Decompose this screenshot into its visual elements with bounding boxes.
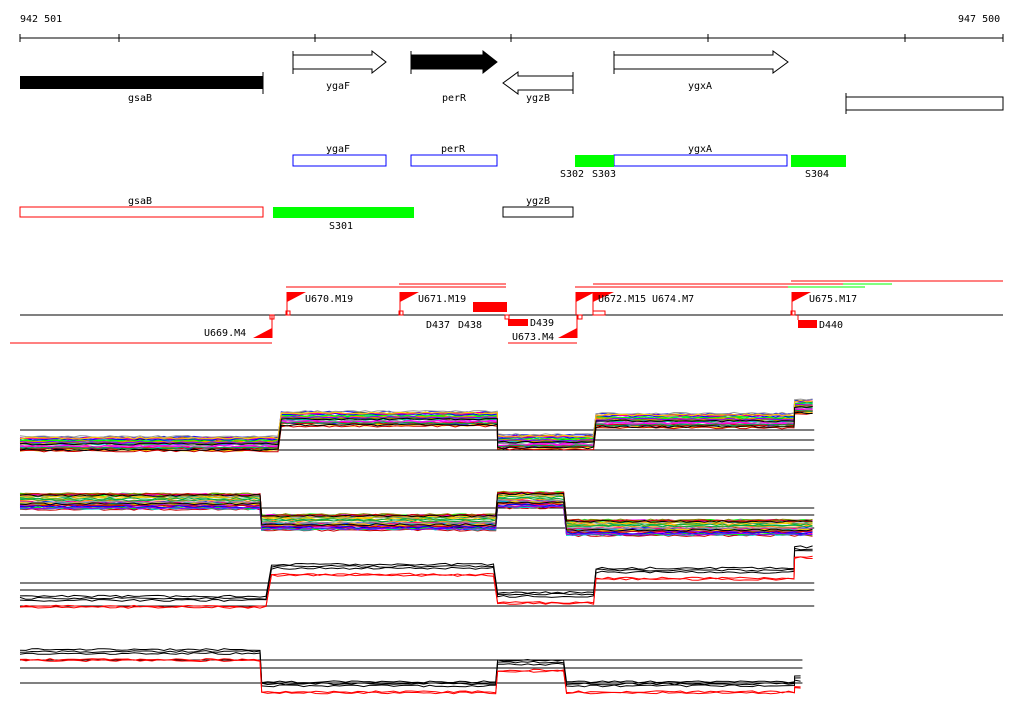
segment-label: S301	[329, 221, 353, 232]
annotation-plus-ygaF[interactable]: ygaF	[292, 144, 387, 167]
expression-trace	[19, 503, 813, 535]
tss-label: U673.M4	[512, 332, 554, 343]
annotation-label: perR	[441, 144, 466, 155]
profile-minus-strand-selected	[19, 648, 803, 695]
expression-trace	[19, 505, 813, 536]
terminator-D437-D438[interactable]: D437 D438	[426, 302, 507, 331]
tss-label: U674.M7	[652, 294, 694, 305]
annotation-plus-perR[interactable]: perR	[410, 144, 498, 167]
tss-U671[interactable]: U671.M19	[398, 292, 466, 316]
ruler-end-label: 947 500	[958, 14, 1000, 25]
profile-minus-strand-all	[19, 490, 815, 538]
gene-ygaF[interactable]: ygaF	[292, 49, 387, 92]
ruler	[19, 34, 1004, 42]
expression-trace	[19, 650, 801, 686]
expression-trace	[19, 401, 813, 442]
annotation-label: gsaB	[128, 196, 152, 207]
expression-trace	[19, 547, 813, 600]
annotation-label: ygzB	[526, 196, 550, 207]
expression-trace	[19, 497, 813, 528]
terminator-label: D440	[819, 320, 843, 331]
tss-U670[interactable]: U670.M19	[285, 292, 353, 316]
expression-trace	[19, 545, 813, 598]
profile-plus-strand-all	[19, 398, 815, 453]
tss-label: U675.M17	[809, 294, 857, 305]
expression-profiles	[19, 398, 815, 695]
expression-trace	[19, 502, 813, 534]
expression-trace	[19, 549, 813, 602]
tss-label: U670.M19	[305, 294, 353, 305]
expression-trace	[19, 406, 813, 446]
expression-trace	[19, 398, 813, 439]
tss-U673[interactable]: U673.M4	[512, 314, 583, 343]
expression-trace	[19, 659, 801, 695]
gene-label: perR	[442, 93, 467, 104]
annotation-label: ygxA	[688, 144, 712, 155]
expression-trace	[19, 658, 801, 694]
expression-trace	[19, 411, 813, 452]
segment-label: S303	[592, 169, 616, 180]
ruler-start-label: 942 501	[20, 14, 62, 25]
tss-label: U672.M15	[598, 294, 646, 305]
expression-trace	[19, 555, 813, 608]
gene-ygxA[interactable]: ygxA	[613, 50, 789, 92]
expression-trace	[19, 499, 813, 530]
gene-label: ygaF	[326, 81, 350, 92]
annotation-minus-gsaB[interactable]: gsaB	[19, 196, 264, 218]
expression-trace	[19, 501, 813, 532]
gene-ygzB[interactable]: ygzB	[502, 71, 574, 104]
tss-label: U669.M4	[204, 328, 246, 339]
annotation-plus-ygxA[interactable]: ygxA	[613, 144, 788, 167]
annotation-minus-ygzB[interactable]: ygzB	[502, 196, 574, 218]
terminator-D439[interactable]: D439	[504, 314, 554, 329]
segment-S302[interactable]: S302	[560, 155, 614, 180]
terminator-D440[interactable]: D440	[797, 315, 843, 331]
gene-label: ygxA	[688, 81, 712, 92]
segment-label: S304	[805, 169, 829, 180]
gene-label: gsaB	[128, 93, 152, 104]
tss-U669[interactable]: U669.M4	[204, 314, 275, 339]
terminator-label: D437	[426, 320, 450, 331]
tss-track	[10, 280, 1003, 344]
segment-S304[interactable]: S304	[791, 155, 846, 180]
expression-trace	[19, 409, 813, 450]
tss-U675[interactable]: U675.M17	[790, 292, 857, 316]
expression-trace	[19, 556, 813, 609]
expression-trace	[19, 399, 813, 440]
terminator-label: D439	[530, 318, 554, 329]
segment-S301[interactable]: S301	[273, 207, 414, 232]
profile-plus-strand-selected	[19, 545, 815, 609]
expression-trace	[19, 408, 813, 448]
annotation-label: ygaF	[326, 144, 350, 155]
expression-trace	[19, 403, 813, 444]
segment-S303[interactable]: S303	[592, 169, 616, 180]
gene-label: ygzB	[526, 93, 550, 104]
tss-label: U671.M19	[418, 294, 466, 305]
gene-unnamed[interactable]	[845, 93, 1004, 114]
gene-perR[interactable]: perR	[410, 49, 498, 104]
terminator-label: D438	[458, 320, 482, 331]
expression-trace	[19, 648, 801, 684]
tss-U672-U674[interactable]: U672.M15 U674.M7	[575, 292, 694, 316]
segment-label: S302	[560, 169, 584, 180]
expression-trace	[19, 492, 813, 523]
gene-gsaB[interactable]: gsaB	[20, 72, 264, 104]
